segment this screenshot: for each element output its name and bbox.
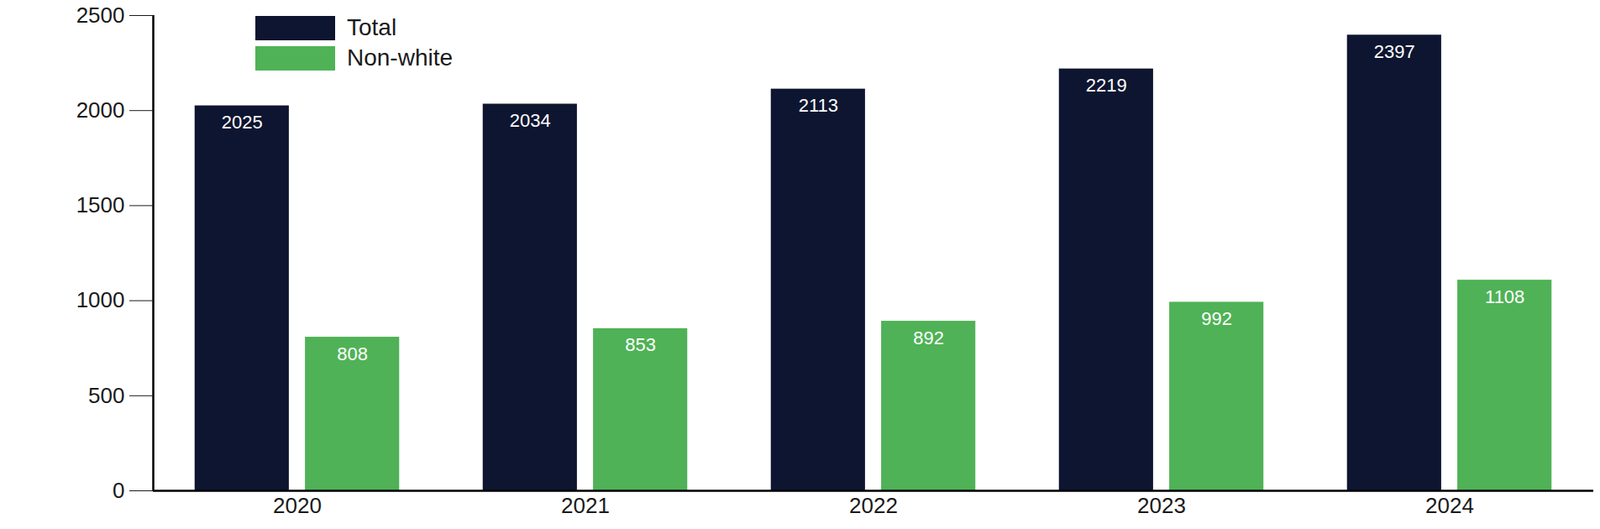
svg-text:2397: 2397 [1374,41,1416,63]
svg-text:2219: 2219 [1085,74,1128,96]
svg-text:2023: 2023 [1137,493,1186,519]
svg-text:500: 500 [88,382,125,409]
svg-text:2025: 2025 [221,111,263,133]
html-text:Total: Total [346,14,397,41]
svg-text:2500: 2500 [76,2,126,28]
svg-text:1500: 1500 [76,192,126,218]
svg-text:2022: 2022 [849,493,898,519]
svg-text:2024: 2024 [1425,493,1475,519]
svg-text:2034: 2034 [509,110,551,132]
svg-text:992: 992 [1201,308,1233,330]
svg-text:2000: 2000 [76,97,126,123]
svg-text:853: 853 [624,334,656,356]
svg-text:2020: 2020 [272,493,322,519]
svg-text:808: 808 [336,343,368,365]
svg-text:1000: 1000 [76,287,126,313]
svg-text:1108: 1108 [1484,286,1525,308]
html-text:Non-white: Non-white [346,44,453,71]
svg-text:892: 892 [912,327,945,349]
svg-text:2113: 2113 [798,94,839,116]
svg-text:0: 0 [112,477,125,504]
svg-text:2021: 2021 [561,493,610,519]
